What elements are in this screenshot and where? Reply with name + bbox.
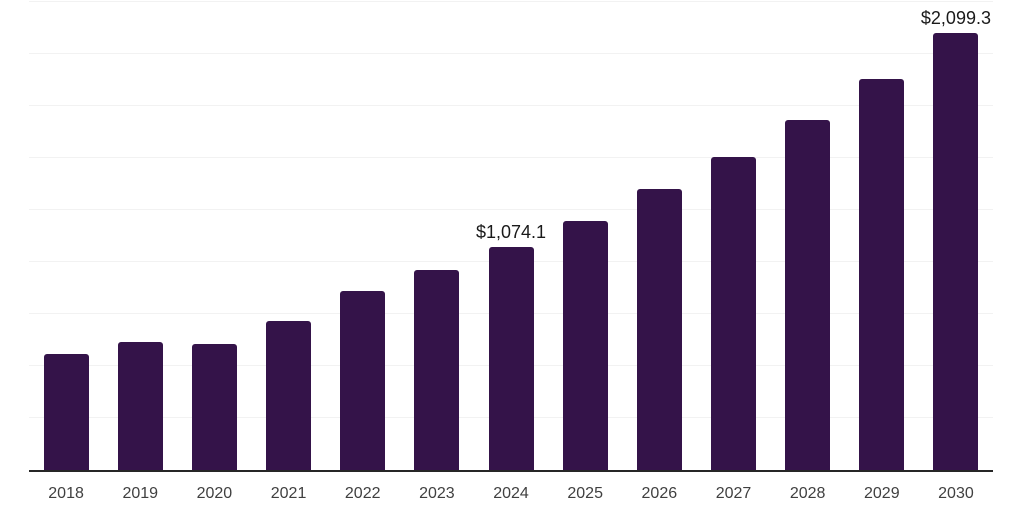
- x-axis-tick-labels: 2018 2019 2020 2021 2022 2023 2024 2025 2026 2027…: [29, 472, 993, 503]
- bar-slot-2030: $2,099.3: [919, 0, 993, 470]
- bar-slot-2024: $1,074.1: [474, 0, 548, 470]
- bar-slot-2018: [29, 0, 103, 470]
- bar-slot-2027: [696, 0, 770, 470]
- x-tick-label-2023: 2023: [419, 485, 455, 502]
- gridline: [29, 1, 993, 2]
- gridline: [29, 157, 993, 158]
- plot-area: $1,074.1 $2,099.3: [29, 0, 993, 472]
- x-tick-label-2019: 2019: [122, 485, 159, 502]
- bar-2029: [859, 78, 905, 470]
- bar-slot-2019: [103, 0, 177, 470]
- gridline: [29, 105, 993, 106]
- bar-value-label-2030: $2,099.3: [920, 8, 991, 29]
- x-tick-label-2018: 2018: [48, 485, 84, 502]
- bar-2019: [117, 341, 163, 470]
- bar-slot-2022: [326, 0, 400, 470]
- x-tick-label-2020: 2020: [196, 485, 233, 502]
- x-tick-label-2027: 2027: [715, 485, 752, 502]
- bar-2020: [191, 343, 237, 470]
- bar-2028: [785, 119, 831, 470]
- x-tick-label-2026: 2026: [641, 485, 678, 502]
- x-tick-label-2030: 2030: [938, 485, 974, 502]
- bar-slot-2029: [845, 0, 919, 470]
- gridline: [29, 53, 993, 54]
- bar-2022: [340, 291, 386, 470]
- x-tick-label-2021: 2021: [270, 485, 307, 502]
- bar-2030: [933, 33, 979, 470]
- bar-slot-2020: [177, 0, 251, 470]
- x-tick-label-2024: 2024: [493, 485, 529, 502]
- bars-container: $1,074.1 $2,099.3: [29, 0, 993, 470]
- x-tick-label-2025: 2025: [567, 485, 603, 502]
- bar-value-label-2024: $1,074.1: [475, 221, 547, 242]
- bar-2018: [43, 353, 89, 470]
- gridline: [29, 209, 993, 210]
- bar-2026: [636, 189, 682, 470]
- x-tick-label-2028: 2028: [789, 485, 826, 502]
- bar-slot-2028: [771, 0, 845, 470]
- bar-slot-2021: [251, 0, 325, 470]
- bar-2021: [266, 321, 312, 470]
- bar-2025: [562, 221, 608, 470]
- bar-slot-2023: [400, 0, 474, 470]
- bar-2024: [488, 246, 534, 470]
- x-tick-label-2029: 2029: [864, 485, 900, 502]
- x-tick-label-2022: 2022: [344, 485, 381, 502]
- bar-2027: [710, 156, 756, 470]
- bar-slot-2025: [548, 0, 622, 470]
- bar-2023: [414, 269, 460, 470]
- bar-slot-2026: [622, 0, 696, 470]
